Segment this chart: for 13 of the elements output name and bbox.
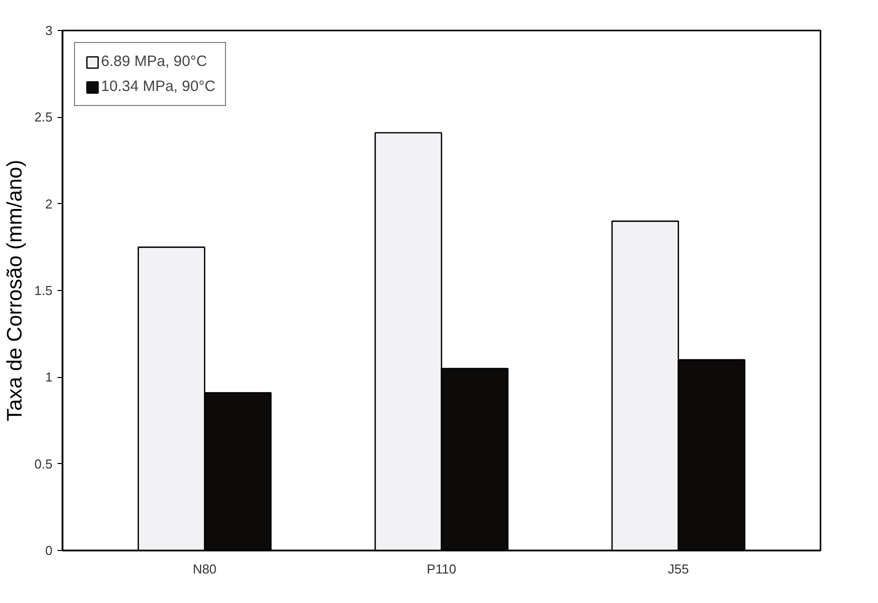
x-tick-label: P110 xyxy=(426,562,456,576)
y-tick-label: 3 xyxy=(45,23,53,38)
y-tick-label: 2.5 xyxy=(34,110,53,125)
legend-label: 6.89 MPa, 90°C xyxy=(101,53,208,70)
legend-label: 10.34 MPa, 90°C xyxy=(101,78,216,95)
x-tick-label: N80 xyxy=(192,562,217,576)
y-tick-label: 0 xyxy=(45,543,53,558)
y-tick-label: 1 xyxy=(45,370,53,385)
y-tick-label: 0.5 xyxy=(34,456,53,472)
x-tick-label: J55 xyxy=(668,562,689,576)
y-tick-label: 2 xyxy=(45,196,53,212)
y-axis-title: Taxa de Corrosão (mm/ano) xyxy=(3,160,26,422)
y-tick-label: 1.5 xyxy=(34,283,53,298)
